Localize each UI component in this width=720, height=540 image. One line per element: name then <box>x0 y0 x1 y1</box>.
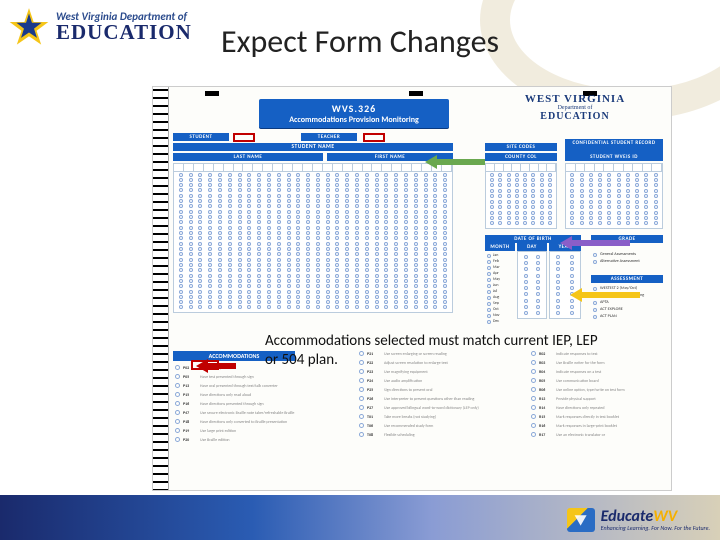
form-wv-l1: WEST VIRGINIA <box>489 93 661 105</box>
name-bubble-block <box>173 163 453 313</box>
label-month: MONTH <box>485 243 515 251</box>
label-wveis: STUDENT WVEIS ID <box>565 153 663 161</box>
form-wv-header: WEST VIRGINIA Department of EDUCATION <box>489 93 661 122</box>
label-confidential: CONFIDENTIAL STUDENT RECORD <box>565 139 663 153</box>
general-label: General Assessments <box>600 251 636 258</box>
wveis-block <box>565 163 663 229</box>
educatewv-icon <box>567 508 595 532</box>
educatewv-logo: EducateWV Enhancing Learning. For Now. F… <box>567 508 710 532</box>
overlay-line1: Accommodations selected must match curre… <box>265 332 598 350</box>
wvs-subtitle: Accommodations Provision Monitoring <box>263 115 445 125</box>
educatewv-tag: Enhancing Learning. For Now. For the Fut… <box>601 525 710 531</box>
educatewv-brand: EducateWV <box>601 509 710 525</box>
wvs-code: WVS.326 <box>263 102 445 115</box>
overlay-line2: or 504 plan. <box>265 351 338 369</box>
p-list-left: P02Read aloud questionsP05Have test pres… <box>175 365 343 446</box>
day-block <box>517 251 547 319</box>
arrow-purple-icon <box>560 236 630 250</box>
year-block <box>549 251 581 319</box>
callout-student-dash <box>233 133 255 142</box>
label-day: DAY <box>517 243 547 251</box>
month-list: JanFebMarAprMayJunJulAugSepOctNovDec <box>487 253 517 325</box>
label-county-col: COUNTY COL <box>485 153 557 161</box>
callout-teacher-dash <box>363 133 385 142</box>
star-icon <box>8 6 50 48</box>
overlay-instruction: Accommodations selected must match curre… <box>265 332 705 370</box>
label-site-codes: SITE CODES <box>485 143 557 151</box>
label-last-name: LAST NAME <box>173 153 323 161</box>
logo-line2: EDUCATION <box>56 22 192 43</box>
arrow-red-icon <box>196 359 236 373</box>
arrow-yellow-icon <box>570 288 640 302</box>
site-codes-block <box>485 163 557 229</box>
arrow-green-icon <box>425 155 485 169</box>
general-alt-list: General Assessments Alternative Assessme… <box>593 251 665 265</box>
label-assessment: ASSESSMENT <box>591 275 663 283</box>
spiral-binding <box>153 87 169 490</box>
label-student-name: STUDENT NAME <box>173 143 453 151</box>
alt-label: Alternative Assessment <box>600 258 640 265</box>
form-wv-l3: EDUCATION <box>489 111 661 122</box>
label-student: STUDENT <box>173 133 229 141</box>
wv-education-logo: West Virginia Department of EDUCATION <box>8 6 192 48</box>
label-teacher: TEACHER <box>301 133 357 141</box>
wvs-header: WVS.326 Accommodations Provision Monitor… <box>259 99 449 128</box>
